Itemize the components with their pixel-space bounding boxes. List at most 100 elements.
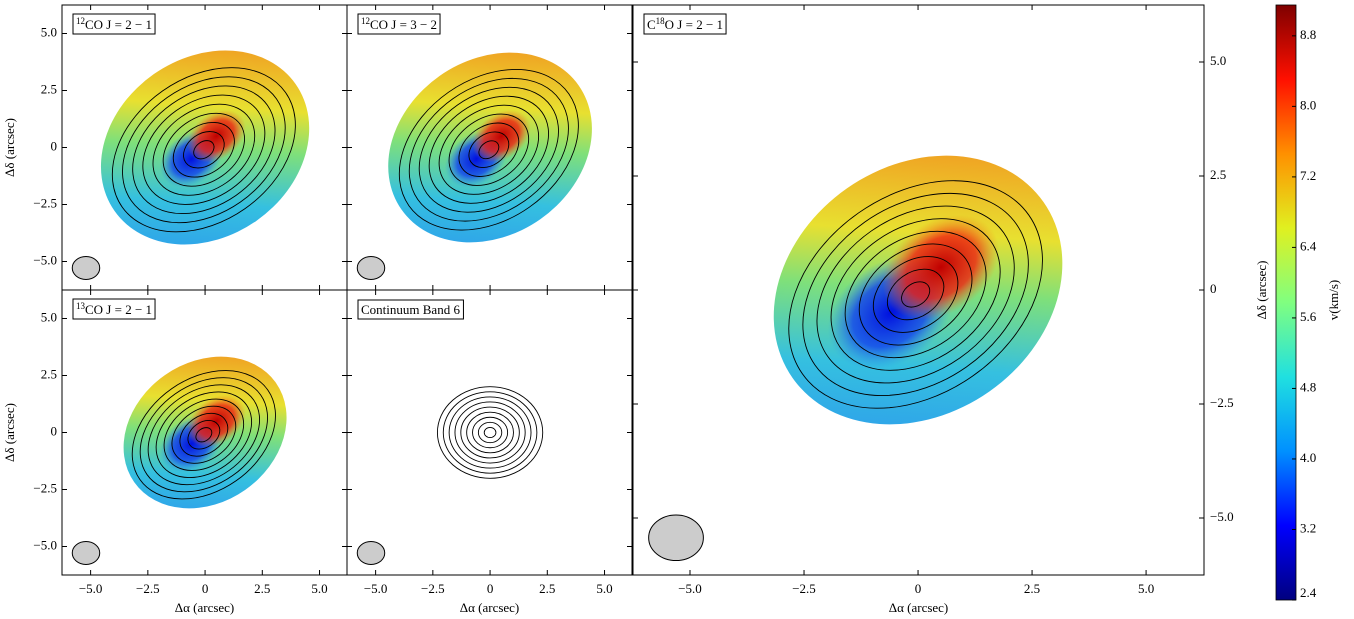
y-tick-label: −5.0 [1210,509,1234,524]
x-tick-label: −5.0 [364,581,388,596]
contour [139,377,268,493]
contour [872,256,959,333]
contour [155,391,253,479]
label-text: C [647,17,656,32]
map-image [356,386,544,565]
contour [460,406,520,459]
redshifted-lobe [187,109,246,163]
x-tick-label: −2.5 [136,581,160,596]
redshifted-lobe [472,109,531,163]
map-image [71,50,310,280]
map-image [356,52,592,280]
y-axis-label: Δδ (arcsec) [2,403,17,462]
contour [477,421,503,444]
contour [788,180,1043,409]
x-tick-label: 0 [487,581,494,596]
contour [448,396,532,469]
panel-label-box [72,13,156,35]
panel-label-box [72,298,156,320]
contour [132,85,276,215]
y-tick-label: 2.5 [1210,167,1226,182]
contour [428,95,549,204]
contour [844,230,987,359]
x-tick-label: 0 [202,581,209,596]
contour [830,218,1001,371]
label-superscript: 12 [76,16,85,26]
contour [466,411,514,454]
map-image [648,155,1063,562]
beam [648,514,704,562]
colorbar-tick-label: 4.0 [1300,450,1316,465]
x-tick-label: 2.5 [539,581,555,596]
colorbar-tick-label: 4.8 [1300,379,1316,394]
y-tick-label: −5.0 [33,537,57,552]
contour [179,412,229,457]
label-text: CO J = 3 − 2 [370,17,437,32]
contour [454,401,526,464]
label-text: CO J = 2 − 1 [85,302,152,317]
panel-label-box [357,299,464,320]
contour [193,140,215,160]
contour [152,103,256,196]
contour [131,370,276,500]
contour [162,112,245,187]
x-tick-label: −5.0 [79,581,103,596]
y-tick-label: −5.0 [33,252,57,267]
y-tick-label: 2.5 [41,366,57,381]
colorbar-tick-label: 6.4 [1300,238,1317,253]
panel-label: C18O J = 2 − 1 [647,16,723,32]
contour [163,398,245,471]
y-axis-label: Δδ (arcsec) [2,118,17,177]
colorbar [1275,4,1297,601]
x-tick-label: −2.5 [421,581,445,596]
label-text: Continuum Band 6 [361,302,460,317]
contour [142,94,266,205]
y-tick-label: 0 [51,138,58,153]
contour [483,426,497,439]
contour [442,391,538,474]
colorbar-tick-label: 8.0 [1300,97,1316,112]
colorbar-label: v(km/s) [1326,280,1341,320]
label-text: O J = 2 − 1 [665,17,723,32]
panel-label: 12CO J = 2 − 1 [76,16,152,32]
contour [886,268,945,321]
contour [418,86,559,213]
colorbar-tick-label: 7.2 [1300,168,1316,183]
contour [183,131,225,169]
beam [71,256,101,280]
label-text: CO J = 2 − 1 [85,17,152,32]
contour [458,122,520,177]
label-superscript: 18 [656,16,666,26]
beam [356,541,386,565]
beam [356,256,386,280]
panel-frame [346,289,633,576]
y-tick-label: −2.5 [33,195,57,210]
x-tick-label: 5.0 [596,581,612,596]
y-axis-label: Δδ (arcsec) [1254,261,1269,320]
contour [187,420,221,450]
colorbar-tick-label: 2.4 [1300,585,1317,600]
panel-label: 12CO J = 3 − 2 [361,16,437,32]
y-tick-label: 5.0 [41,309,57,324]
x-tick-label: 0 [915,581,922,596]
y-tick-label: 5.0 [1210,53,1226,68]
y-tick-label: 5.0 [41,24,57,39]
x-tick-label: −2.5 [792,581,816,596]
contour [147,384,261,486]
contour [478,140,500,160]
y-tick-label: 0 [1210,281,1217,296]
panel-label-box [357,13,441,35]
x-tick-label: 5.0 [1138,581,1154,596]
y-tick-label: 0 [51,423,58,438]
contour [122,76,286,224]
beam [71,541,101,565]
contour [195,427,213,443]
x-tick-label: 5.0 [311,581,327,596]
y-tick-label: −2.5 [33,480,57,495]
label-superscript: 13 [76,301,86,311]
x-axis-label: Δα (arcsec) [460,600,520,615]
contour [111,67,296,233]
colorbar-tick-label: 3.2 [1300,520,1316,535]
y-tick-label: −2.5 [1210,395,1234,410]
